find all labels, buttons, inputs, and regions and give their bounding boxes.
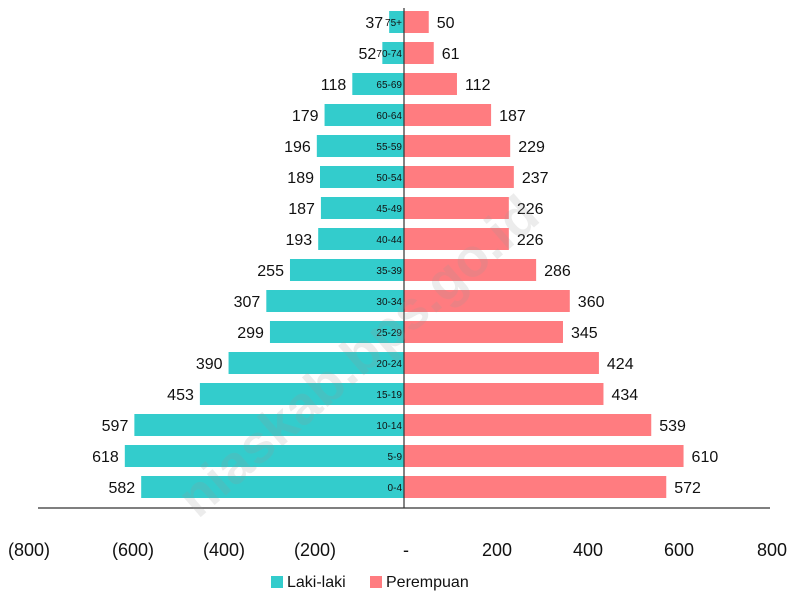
label-perempuan-60-64: 187 bbox=[499, 108, 526, 125]
label-laki-laki-40-44: 193 bbox=[285, 232, 312, 249]
bar-perempuan-50-54 bbox=[404, 166, 514, 188]
age-group-label-75+: 75+ bbox=[385, 18, 402, 29]
bar-laki-laki-30-34 bbox=[266, 290, 404, 312]
x-tick-label-2: (400) bbox=[203, 540, 245, 560]
bar-perempuan-55-59 bbox=[404, 135, 511, 157]
x-tick-label-3: (200) bbox=[294, 540, 336, 560]
label-perempuan-30-34: 360 bbox=[578, 294, 605, 311]
bar-perempuan-75+ bbox=[404, 11, 429, 33]
x-tick-label-6: 400 bbox=[573, 540, 603, 560]
bar-laki-laki-40-44 bbox=[318, 228, 404, 250]
age-group-label-70-74: 70-74 bbox=[376, 49, 402, 60]
label-perempuan-15-19: 434 bbox=[611, 387, 638, 404]
bar-laki-laki-50-54 bbox=[320, 166, 404, 188]
x-tick-label-4: - bbox=[403, 540, 409, 560]
age-group-label-40-44: 40-44 bbox=[376, 235, 402, 246]
legend-layer: Laki-laki Perempuan bbox=[271, 574, 469, 591]
label-laki-laki-70-74: 52 bbox=[359, 46, 377, 63]
label-perempuan-50-54: 237 bbox=[522, 170, 549, 187]
bar-laki-laki-55-59 bbox=[316, 135, 404, 157]
legend-swatch-laki-laki bbox=[271, 576, 283, 588]
bar-laki-laki-5-9 bbox=[124, 445, 404, 467]
label-laki-laki-10-14: 597 bbox=[102, 418, 129, 435]
label-perempuan-40-44: 226 bbox=[517, 232, 544, 249]
label-perempuan-70-74: 61 bbox=[442, 46, 460, 63]
bar-perempuan-70-74 bbox=[404, 42, 434, 64]
bar-laki-laki-10-14 bbox=[134, 414, 404, 436]
bar-perempuan-15-19 bbox=[404, 383, 604, 405]
age-group-label-30-34: 30-34 bbox=[376, 297, 402, 308]
x-tick-label-0: (800) bbox=[8, 540, 50, 560]
bar-perempuan-0-4 bbox=[404, 476, 667, 498]
label-laki-laki-20-24: 390 bbox=[196, 356, 223, 373]
legend-label-perempuan: Perempuan bbox=[386, 574, 469, 591]
bar-laki-laki-25-29 bbox=[269, 321, 404, 343]
label-laki-laki-75+: 37 bbox=[365, 15, 383, 32]
bar-perempuan-40-44 bbox=[404, 228, 509, 250]
age-group-label-25-29: 25-29 bbox=[376, 328, 402, 339]
bar-perempuan-5-9 bbox=[404, 445, 684, 467]
labels-layer: 582 572 0-4 618 610 5-9 597 539 10-14 453 434 15-19… bbox=[92, 15, 718, 497]
label-perempuan-5-9: 610 bbox=[692, 449, 719, 466]
label-laki-laki-25-29: 299 bbox=[237, 325, 264, 342]
bar-laki-laki-45-49 bbox=[320, 197, 404, 219]
bar-perempuan-30-34 bbox=[404, 290, 570, 312]
legend-swatch-perempuan bbox=[370, 576, 382, 588]
label-laki-laki-45-49: 187 bbox=[288, 201, 315, 218]
bar-perempuan-35-39 bbox=[404, 259, 537, 281]
axis-layer: (800) (600) (400) (200) - 200 400 600 800 bbox=[8, 8, 787, 560]
x-tick-label-1: (600) bbox=[112, 540, 154, 560]
x-tick-label-5: 200 bbox=[482, 540, 512, 560]
bar-perempuan-10-14 bbox=[404, 414, 652, 436]
bar-laki-laki-75+ bbox=[389, 11, 404, 33]
label-laki-laki-0-4: 582 bbox=[108, 480, 135, 497]
age-group-label-60-64: 60-64 bbox=[376, 111, 402, 122]
age-group-label-50-54: 50-54 bbox=[376, 173, 402, 184]
age-group-label-45-49: 45-49 bbox=[376, 204, 402, 215]
label-perempuan-65-69: 112 bbox=[465, 77, 491, 94]
bar-laki-laki-65-69 bbox=[352, 73, 404, 95]
label-laki-laki-55-59: 196 bbox=[284, 139, 311, 156]
label-perempuan-75+: 50 bbox=[437, 15, 455, 32]
bar-perempuan-45-49 bbox=[404, 197, 509, 219]
label-laki-laki-50-54: 189 bbox=[287, 170, 314, 187]
label-perempuan-45-49: 226 bbox=[517, 201, 544, 218]
age-group-label-55-59: 55-59 bbox=[376, 142, 402, 153]
label-laki-laki-65-69: 118 bbox=[321, 77, 347, 94]
label-perempuan-25-29: 345 bbox=[571, 325, 598, 342]
age-group-label-65-69: 65-69 bbox=[376, 80, 402, 91]
age-group-label-10-14: 10-14 bbox=[376, 421, 402, 432]
bar-laki-laki-60-64 bbox=[324, 104, 404, 126]
age-group-label-20-24: 20-24 bbox=[376, 359, 402, 370]
label-perempuan-0-4: 572 bbox=[674, 480, 701, 497]
bar-laki-laki-15-19 bbox=[199, 383, 404, 405]
label-laki-laki-5-9: 618 bbox=[92, 449, 119, 466]
x-tick-label-8: 800 bbox=[757, 540, 787, 560]
label-perempuan-55-59: 229 bbox=[518, 139, 545, 156]
legend-label-laki-laki: Laki-laki bbox=[287, 574, 346, 591]
bar-laki-laki-20-24 bbox=[228, 352, 404, 374]
bars-layer bbox=[124, 11, 684, 498]
label-perempuan-20-24: 424 bbox=[607, 356, 634, 373]
label-perempuan-35-39: 286 bbox=[544, 263, 571, 280]
bar-perempuan-20-24 bbox=[404, 352, 599, 374]
age-group-label-15-19: 15-19 bbox=[376, 390, 402, 401]
bar-perempuan-65-69 bbox=[404, 73, 457, 95]
age-group-label-0-4: 0-4 bbox=[388, 483, 403, 494]
age-group-label-35-39: 35-39 bbox=[376, 266, 402, 277]
label-laki-laki-15-19: 453 bbox=[167, 387, 194, 404]
label-laki-laki-30-34: 307 bbox=[234, 294, 261, 311]
bar-laki-laki-70-74 bbox=[382, 42, 404, 64]
bar-perempuan-25-29 bbox=[404, 321, 563, 343]
bar-perempuan-60-64 bbox=[404, 104, 492, 126]
label-laki-laki-60-64: 179 bbox=[292, 108, 319, 125]
bar-laki-laki-0-4 bbox=[141, 476, 404, 498]
x-tick-label-7: 600 bbox=[664, 540, 694, 560]
bar-laki-laki-35-39 bbox=[289, 259, 404, 281]
age-group-label-5-9: 5-9 bbox=[388, 452, 403, 463]
label-perempuan-10-14: 539 bbox=[659, 418, 686, 435]
label-laki-laki-35-39: 255 bbox=[257, 263, 284, 280]
